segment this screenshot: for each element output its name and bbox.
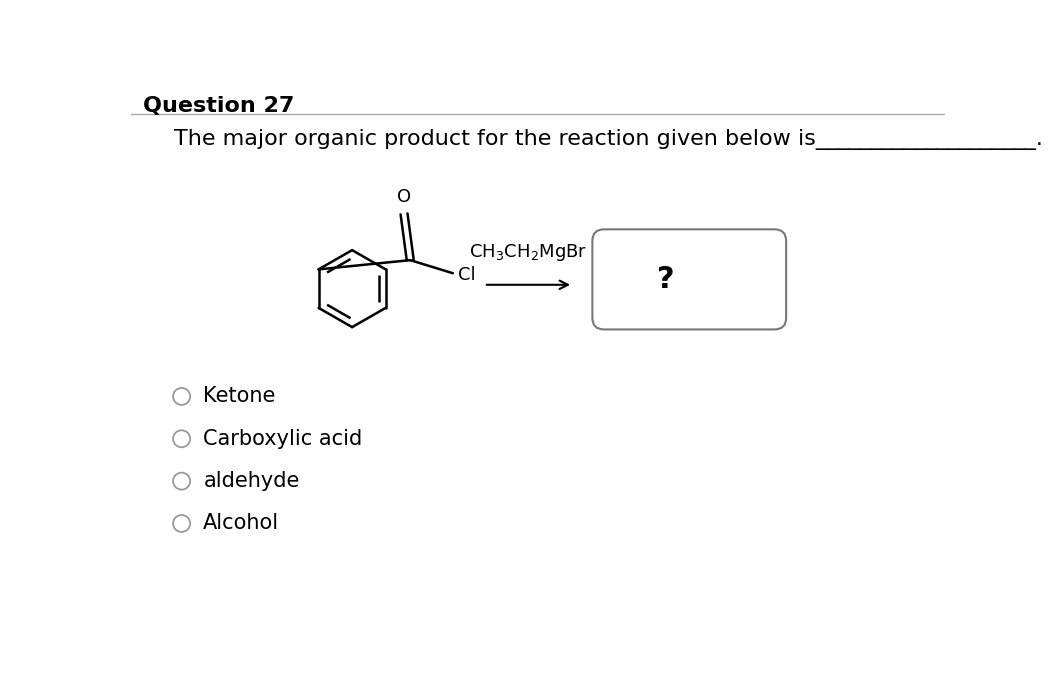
Circle shape	[173, 388, 190, 405]
Text: Question 27: Question 27	[143, 96, 294, 116]
Text: Cl: Cl	[458, 266, 476, 284]
Text: O: O	[397, 188, 412, 206]
FancyBboxPatch shape	[592, 229, 786, 329]
Text: ?: ?	[657, 265, 675, 294]
Text: Carboxylic acid: Carboxylic acid	[204, 429, 362, 449]
Text: Alcohol: Alcohol	[204, 513, 279, 534]
Circle shape	[173, 473, 190, 490]
Text: The major organic product for the reaction given below is____________________.: The major organic product for the reacti…	[174, 129, 1043, 150]
Text: Ketone: Ketone	[204, 386, 276, 406]
Text: $\mathregular{CH_3CH_2MgBr}$: $\mathregular{CH_3CH_2MgBr}$	[469, 242, 588, 263]
Text: aldehyde: aldehyde	[204, 471, 299, 491]
Circle shape	[173, 430, 190, 447]
Circle shape	[173, 515, 190, 532]
